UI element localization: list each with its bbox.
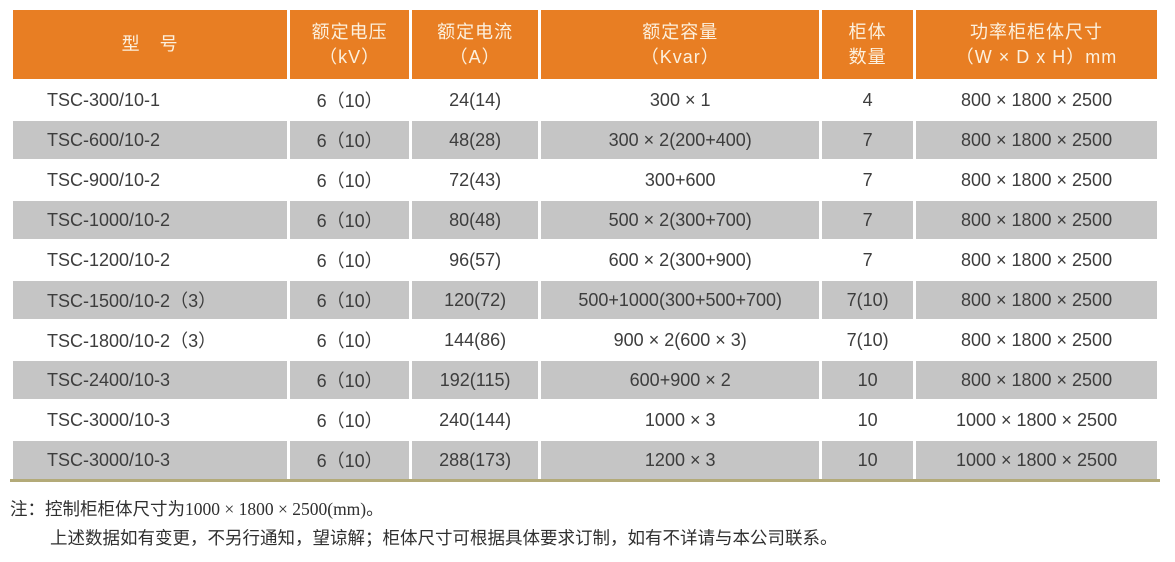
table-cell: 72(43) — [412, 161, 539, 199]
table-cell: 500+1000(300+500+700) — [541, 281, 820, 319]
table-cell: 6（10） — [290, 201, 410, 239]
table-cell: 800 × 1800 × 2500 — [916, 281, 1157, 319]
table-cell: TSC-1000/10-2 — [13, 201, 288, 239]
header-current: 额定电流 （A） — [412, 10, 539, 79]
table-row: TSC-1200/10-2 6（10） 96(57) 600 × 2(300+900)… — [13, 241, 1157, 279]
table-row: TSC-300/10-1 6（10） 24(14) 300 × 1 4 800 × 180… — [13, 81, 1157, 119]
table-cell: 600 × 2(300+900) — [541, 241, 820, 279]
table-cell: TSC-1500/10-2（3） — [13, 281, 288, 319]
table-cell: TSC-900/10-2 — [13, 161, 288, 199]
table-cell: 1200 × 3 — [541, 441, 820, 479]
table-cell: 800 × 1800 × 2500 — [916, 121, 1157, 159]
table-cell: 120(72) — [412, 281, 539, 319]
table-row: TSC-1500/10-2（3） 6（10） 120(72) 500+1000(300… — [13, 281, 1157, 319]
header-voltage: 额定电压 （kV） — [290, 10, 410, 79]
table-cell: 6（10） — [290, 121, 410, 159]
table-cell: 7 — [822, 121, 914, 159]
table-cell: 6（10） — [290, 441, 410, 479]
table-cell: 6（10） — [290, 241, 410, 279]
table-cell: 800 × 1800 × 2500 — [916, 201, 1157, 239]
table-cell: 10 — [822, 401, 914, 439]
table-cell: 24(14) — [412, 81, 539, 119]
table-cell: 7 — [822, 161, 914, 199]
note-line-2: 上述数据如有变更，不另行通知，望谅解；柜体尺寸可根据具体要求订制，如有不详请与本… — [50, 528, 838, 548]
table-cell: TSC-1200/10-2 — [13, 241, 288, 279]
table-cell: 80(48) — [412, 201, 539, 239]
table-cell: 192(115) — [412, 361, 539, 399]
table-cell: TSC-600/10-2 — [13, 121, 288, 159]
table-cell: 800 × 1800 × 2500 — [916, 321, 1157, 359]
table-cell: TSC-3000/10-3 — [13, 401, 288, 439]
note-line-1: 注：控制柜柜体尺寸为1000 × 1800 × 2500(mm)。 — [10, 499, 384, 519]
table-cell: 800 × 1800 × 2500 — [916, 161, 1157, 199]
table-cell: 7(10) — [822, 281, 914, 319]
table-bottom-rule — [10, 479, 1160, 482]
spec-table: 型 号 额定电压 （kV） 额定电流 （A） 额定容量 （Kvar） 柜体 数量… — [10, 8, 1160, 481]
table-cell: 96(57) — [412, 241, 539, 279]
table-cell: 288(173) — [412, 441, 539, 479]
table-cell: 300 × 2(200+400) — [541, 121, 820, 159]
table-cell: 144(86) — [412, 321, 539, 359]
table-row: TSC-900/10-2 6（10） 72(43) 300+600 7 800 × 180… — [13, 161, 1157, 199]
table-cell: 4 — [822, 81, 914, 119]
table-cell: 800 × 1800 × 2500 — [916, 241, 1157, 279]
table-cell: 10 — [822, 441, 914, 479]
table-cell: 1000 × 1800 × 2500 — [916, 441, 1157, 479]
table-cell: 300 × 1 — [541, 81, 820, 119]
table-cell: 1000 × 3 — [541, 401, 820, 439]
table-cell: 7 — [822, 241, 914, 279]
table-cell: 300+600 — [541, 161, 820, 199]
table-cell: 6（10） — [290, 321, 410, 359]
table-cell: 800 × 1800 × 2500 — [916, 81, 1157, 119]
header-size: 功率柜柜体尺寸 （W × D x H）mm — [916, 10, 1157, 79]
table-cell: 800 × 1800 × 2500 — [916, 361, 1157, 399]
table-cell: 7(10) — [822, 321, 914, 359]
table-row: TSC-2400/10-3 6（10） 192(115) 600+900 × 2 10 8… — [13, 361, 1157, 399]
table-cell: 500 × 2(300+700) — [541, 201, 820, 239]
header-row: 型 号 额定电压 （kV） 额定电流 （A） 额定容量 （Kvar） 柜体 数量… — [13, 10, 1157, 79]
notes: 注：控制柜柜体尺寸为1000 × 1800 × 2500(mm)。 上述数据如有… — [10, 495, 1175, 553]
header-capacity: 额定容量 （Kvar） — [541, 10, 820, 79]
table-row: TSC-1000/10-2 6（10） 80(48) 500 × 2(300+700)… — [13, 201, 1157, 239]
table-cell: 48(28) — [412, 121, 539, 159]
table-cell: 6（10） — [290, 401, 410, 439]
table-cell: 6（10） — [290, 281, 410, 319]
spec-table-body: TSC-300/10-1 6（10） 24(14) 300 × 1 4 800 × 180… — [13, 81, 1157, 479]
table-cell: TSC-3000/10-3 — [13, 441, 288, 479]
table-cell: 900 × 2(600 × 3) — [541, 321, 820, 359]
table-cell: 600+900 × 2 — [541, 361, 820, 399]
table-cell: 6（10） — [290, 361, 410, 399]
table-row: TSC-1800/10-2（3） 6（10） 144(86) 900 × 2(600 … — [13, 321, 1157, 359]
header-model: 型 号 — [13, 10, 288, 79]
table-row: TSC-3000/10-3 6（10） 288(173) 1200 × 3 10 1000… — [13, 441, 1157, 479]
table-row: TSC-600/10-2 6（10） 48(28) 300 × 2(200+400) 7… — [13, 121, 1157, 159]
table-cell: TSC-2400/10-3 — [13, 361, 288, 399]
table-row: TSC-3000/10-3 6（10） 240(144) 1000 × 3 10 1000… — [13, 401, 1157, 439]
table-cell: TSC-300/10-1 — [13, 81, 288, 119]
header-count: 柜体 数量 — [822, 10, 914, 79]
table-cell: TSC-1800/10-2（3） — [13, 321, 288, 359]
table-cell: 7 — [822, 201, 914, 239]
table-cell: 6（10） — [290, 81, 410, 119]
spec-table-header: 型 号 额定电压 （kV） 额定电流 （A） 额定容量 （Kvar） 柜体 数量… — [13, 10, 1157, 79]
table-cell: 240(144) — [412, 401, 539, 439]
table-cell: 6（10） — [290, 161, 410, 199]
table-cell: 1000 × 1800 × 2500 — [916, 401, 1157, 439]
table-cell: 10 — [822, 361, 914, 399]
